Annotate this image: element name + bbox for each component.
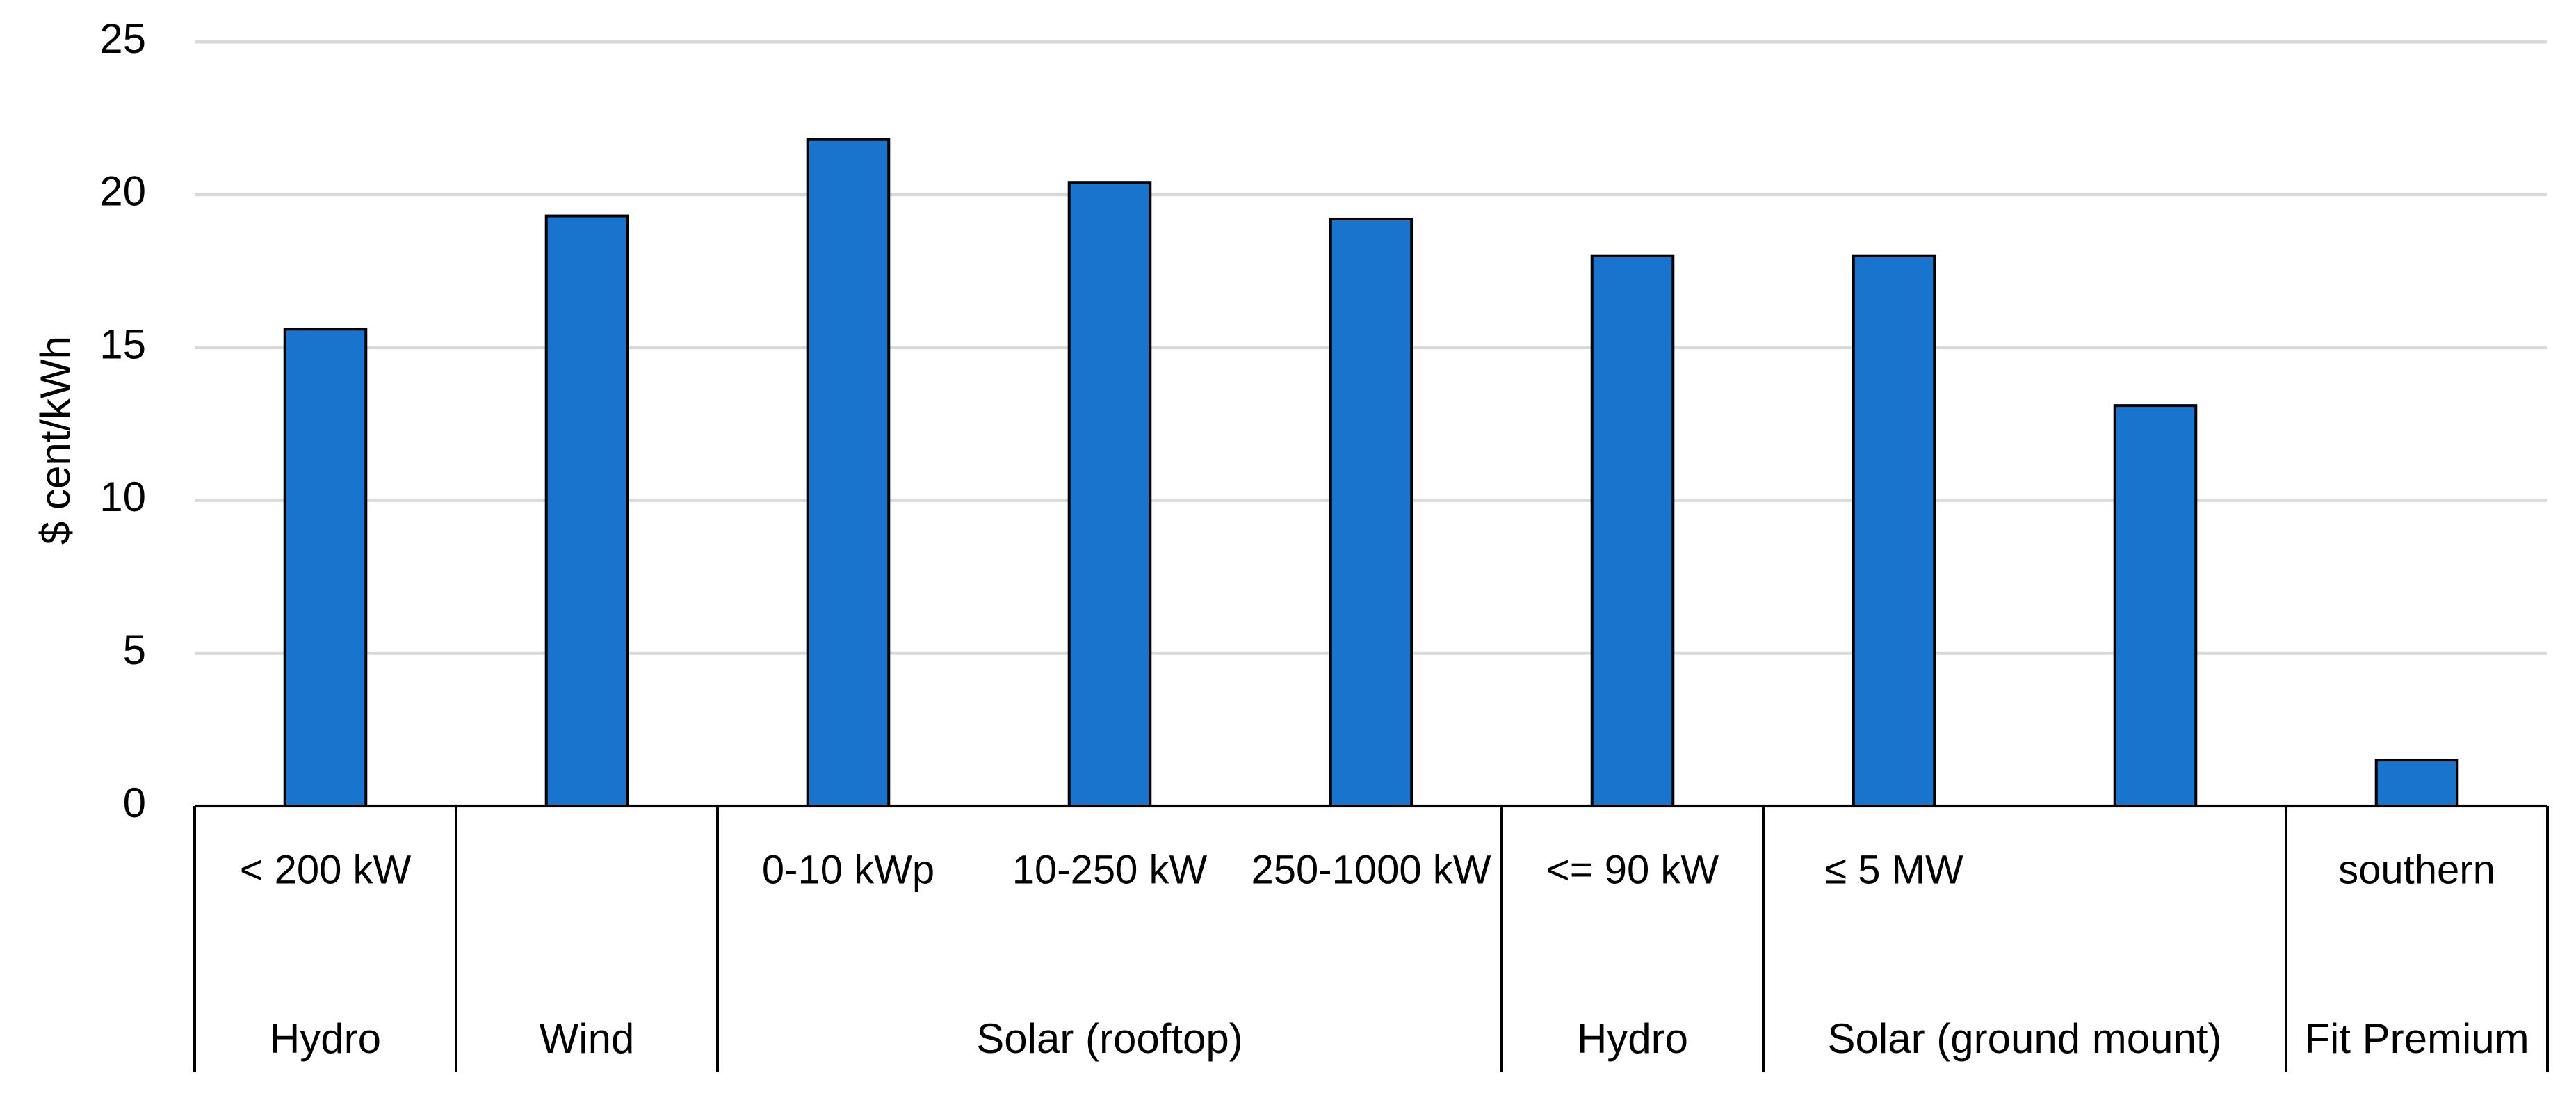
bar bbox=[1590, 254, 1675, 808]
group-label: Solar (rooftop) bbox=[976, 1015, 1243, 1062]
bar bbox=[544, 214, 629, 807]
bar bbox=[1852, 254, 1936, 808]
x-tick-label: 250-1000 kW bbox=[1251, 847, 1491, 892]
bar bbox=[806, 138, 891, 807]
x-tick-label: 0-10 kWp bbox=[762, 847, 934, 892]
y-tick-label: 0 bbox=[123, 780, 146, 826]
y-tick-label: 15 bbox=[99, 321, 146, 367]
y-tick-label: 25 bbox=[99, 15, 146, 62]
x-tick-label: < 200 kW bbox=[240, 847, 412, 892]
bar bbox=[2374, 759, 2459, 808]
group-label: Wind bbox=[540, 1015, 635, 1062]
bar bbox=[1329, 217, 1413, 807]
bar bbox=[283, 328, 368, 807]
bar bbox=[1067, 181, 1152, 807]
group-label: Fit Premium bbox=[2304, 1015, 2529, 1062]
group-label: Hydro bbox=[1577, 1015, 1688, 1062]
group-label: Solar (ground mount) bbox=[1828, 1015, 2222, 1062]
y-tick-label: 10 bbox=[99, 474, 146, 520]
x-tick-label: southern bbox=[2338, 847, 2495, 892]
x-tick-label: 10-250 kW bbox=[1012, 847, 1208, 892]
y-axis-label: $ cent/kWh bbox=[32, 336, 79, 545]
x-tick-label: <= 90 kW bbox=[1546, 847, 1719, 892]
y-tick-label: 20 bbox=[99, 168, 146, 215]
x-tick-label: ≤ 5 MW bbox=[1824, 847, 1963, 892]
bar bbox=[2113, 404, 2198, 807]
group-label: Hydro bbox=[270, 1015, 381, 1062]
y-tick-label: 5 bbox=[123, 627, 146, 673]
